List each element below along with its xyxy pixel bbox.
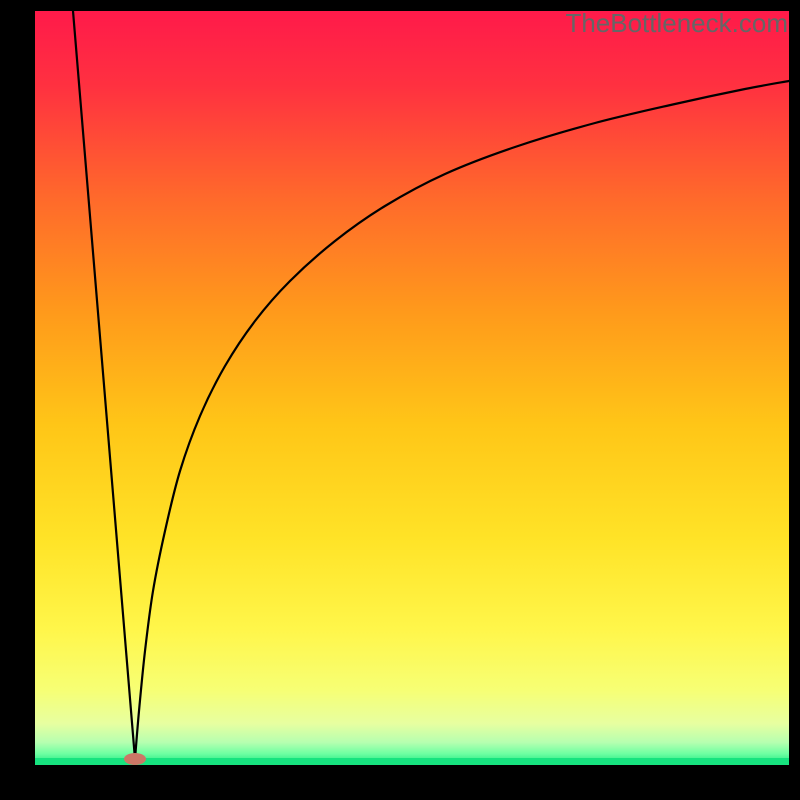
bottleneck-curve-chart [35, 11, 789, 765]
gradient-background [35, 11, 789, 765]
watermark-text: TheBottleneck.com [565, 8, 788, 39]
bottom-green-band [35, 758, 789, 765]
chart-frame: TheBottleneck.com [0, 0, 800, 800]
plot-area [35, 11, 789, 765]
intersection-marker [124, 753, 146, 765]
